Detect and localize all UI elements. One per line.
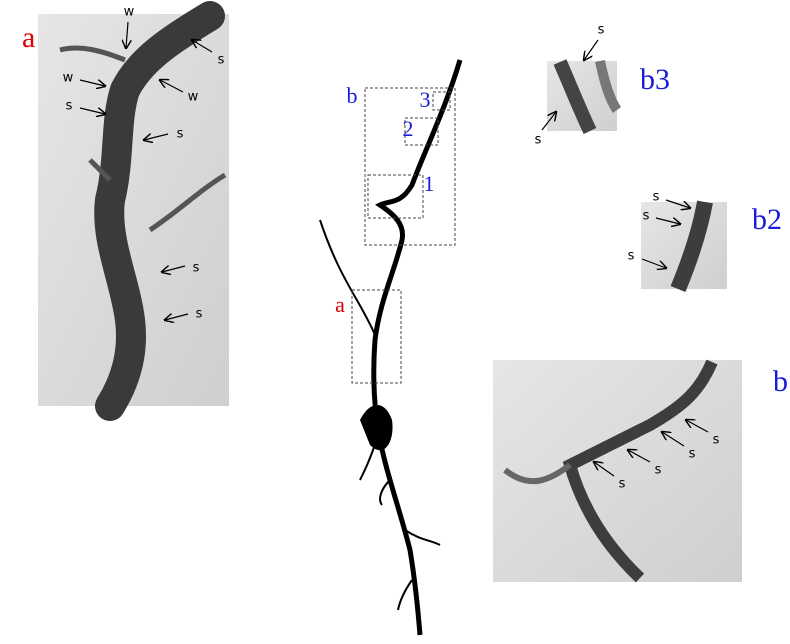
annotation: s [218, 53, 225, 68]
annotation: s [196, 307, 203, 322]
annotation: s [653, 190, 660, 205]
annotation: w [63, 71, 74, 86]
panel-label: b1 [773, 365, 790, 398]
annotation: w [188, 90, 199, 105]
annotation: s [177, 127, 184, 142]
annotation: s [619, 477, 626, 492]
annotation: s [193, 261, 200, 276]
annotation: w [124, 5, 135, 20]
figure: awswwssssb1ssssb2sssb3ssb123a [0, 0, 790, 644]
panel-b3 [547, 61, 617, 131]
annotation: s [66, 99, 73, 114]
panel-b2 [641, 202, 727, 289]
annotation: s [713, 433, 720, 448]
annotation: s [535, 133, 542, 148]
annotation: s [598, 23, 605, 38]
overview-label: 2 [403, 116, 414, 141]
annotation: s [643, 209, 650, 224]
annotation: s [689, 447, 696, 462]
panel-b1 [493, 360, 742, 582]
overview-label: 3 [420, 87, 431, 112]
overview-label: b [347, 83, 358, 108]
panel-label: b3 [640, 63, 670, 96]
annotation: s [628, 249, 635, 264]
annotation: s [655, 463, 662, 478]
panel-label: b2 [752, 203, 782, 236]
overview-label: 1 [424, 171, 435, 196]
arrow [584, 40, 598, 60]
overview-label: a [335, 292, 345, 317]
panel-label: a [22, 21, 35, 54]
neuron-overview [320, 60, 460, 635]
